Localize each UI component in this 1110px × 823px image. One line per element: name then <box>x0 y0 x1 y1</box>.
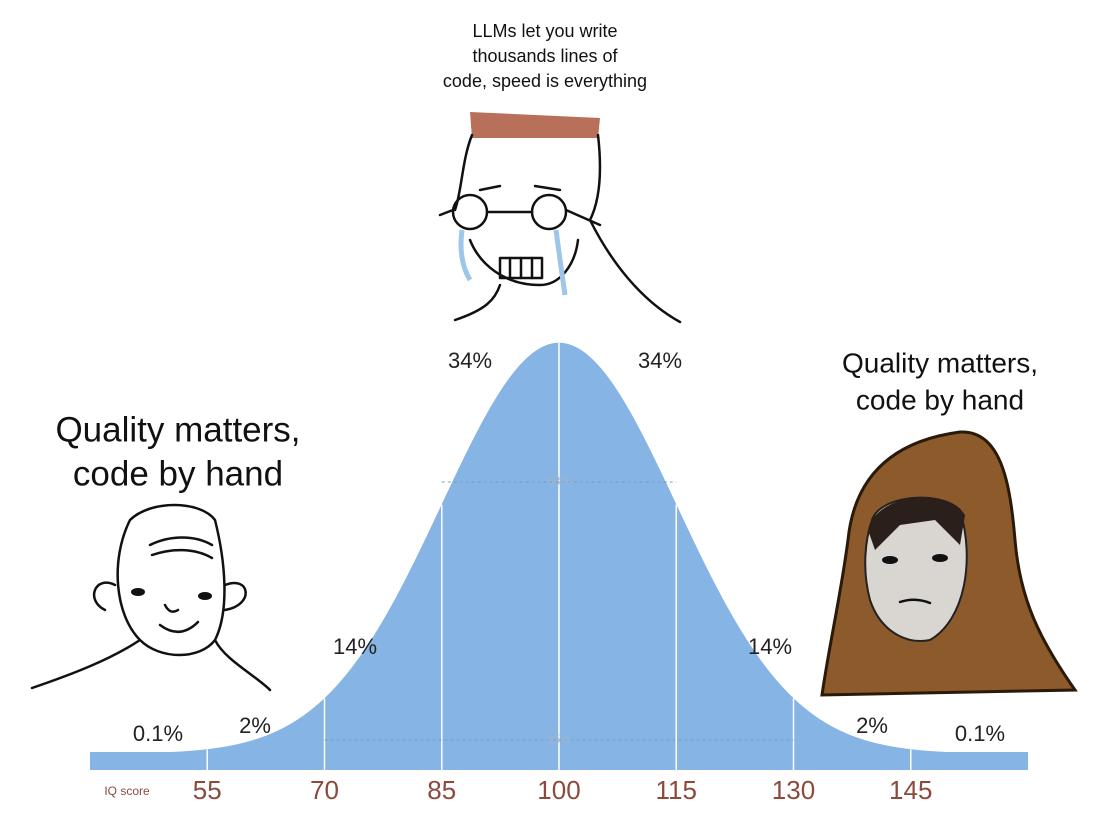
segment-label: 0.1% <box>955 721 1005 746</box>
mouth <box>898 598 932 605</box>
x-axis-label: IQ score <box>104 784 150 798</box>
segment <box>207 697 325 755</box>
hair <box>868 497 965 550</box>
teeth <box>508 256 534 280</box>
segment <box>89 749 208 755</box>
segment-label: 14% <box>333 634 377 659</box>
caption-line: thousands lines of <box>472 46 618 66</box>
eye <box>932 554 948 562</box>
bell-curve: 55 70 85 100 115 130 145 IQ score 68% 95% 0.1% 2% 14… <box>89 342 1029 805</box>
head-outline <box>30 503 272 692</box>
wojak-face <box>30 503 272 692</box>
hooded-figure <box>820 430 1078 697</box>
eye <box>131 588 145 596</box>
left-caption: Quality matters, code by hand <box>55 410 300 493</box>
caption-line: Quality matters, <box>55 410 300 449</box>
segment <box>324 504 442 755</box>
segment <box>441 342 560 755</box>
mouth <box>158 603 200 633</box>
segment-label: 0.1% <box>133 721 183 746</box>
segment <box>793 697 911 755</box>
eye <box>198 592 212 600</box>
segment <box>910 749 1029 755</box>
caption-line: code by hand <box>73 454 283 493</box>
x-tick-label: 130 <box>772 775 815 805</box>
band-label: 68% <box>547 474 571 488</box>
segment-label: 2% <box>856 713 888 738</box>
x-tick-label: 55 <box>193 775 222 805</box>
x-tick-label: 70 <box>310 775 339 805</box>
caption-line: Quality matters, <box>842 347 1038 378</box>
segment-label: 34% <box>638 348 682 373</box>
x-tick-label: 100 <box>537 775 580 805</box>
band-label: 95% <box>547 732 571 746</box>
segment <box>676 504 794 755</box>
segment-label: 2% <box>239 713 271 738</box>
glasses <box>530 193 568 231</box>
segment-label: 14% <box>748 634 792 659</box>
caption-line: code by hand <box>856 384 1024 415</box>
glasses <box>451 193 489 231</box>
x-tick-label: 85 <box>427 775 456 805</box>
segment-label: 34% <box>448 348 492 373</box>
top-caption: LLMs let you write thousands lines of co… <box>443 21 647 91</box>
head-outline <box>453 133 682 324</box>
x-tick-label: 115 <box>656 775 697 805</box>
caption-line: code, speed is everything <box>443 71 647 91</box>
hair <box>470 112 600 138</box>
glasses-frame <box>438 184 602 227</box>
ears <box>93 536 247 612</box>
right-caption: Quality matters, code by hand <box>842 347 1038 415</box>
nerd-face <box>438 112 682 324</box>
tears <box>458 229 568 296</box>
x-tick-label: 145 <box>889 775 932 805</box>
segment <box>558 342 677 755</box>
caption-line: LLMs let you write <box>472 21 617 41</box>
eye <box>882 556 898 564</box>
